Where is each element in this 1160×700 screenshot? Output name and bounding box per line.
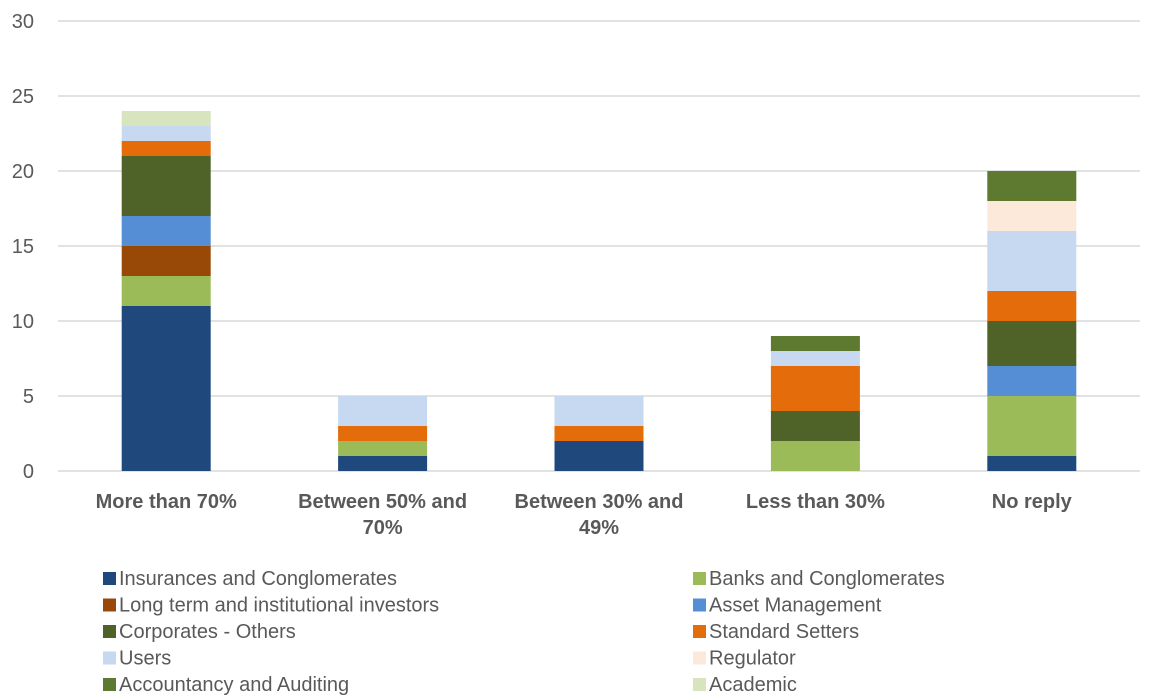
legend-item: Standard Setters [693,621,859,643]
bar-segment [121,156,211,216]
bar-segment [554,396,644,426]
legend-label: Long term and institutional investors [119,595,439,617]
legend-swatch [693,651,706,665]
legend-item: Banks and Conglomerates [693,568,945,590]
x-axis-labels: More than 70% Between 50% and 70% Between 3… [96,491,1073,539]
x-category-label: More than 70% [96,491,237,513]
x-category-label: Between 50% and 70% [298,491,467,539]
legend-item: Long term and institutional investors [103,595,439,617]
y-tick-label: 30 [12,11,34,33]
bar-segment [554,426,644,441]
legend-label: Asset Management [709,595,882,617]
legend-label: Academic [709,674,797,696]
bar-segment [121,216,211,246]
legend-swatch [103,598,116,612]
bars [121,111,1077,471]
x-category-label: No reply [992,491,1073,513]
legend-swatch [693,678,706,691]
legend-swatch [103,572,116,585]
bar-segment [987,291,1077,321]
bar-segment [770,411,860,441]
bar-segment [121,246,211,276]
y-tick-label: 10 [12,311,34,333]
x-category-label: Between 30% and 49% [515,491,684,539]
bar-segment [554,441,644,471]
bar-segment [987,456,1077,471]
y-axis-ticks: 0 5 10 15 20 25 30 [12,11,34,483]
legend-label: Accountancy and Auditing [119,674,349,696]
legend-item: Asset Management [693,595,882,617]
y-tick-label: 15 [12,236,34,258]
bar-segment [770,351,860,366]
legend-item: Insurances and Conglomerates [103,568,397,590]
legend-swatch [103,651,116,665]
bar-segment [770,366,860,411]
x-category-label: Less than 30% [746,491,885,513]
bar-segment [121,111,211,126]
bar-segment [987,321,1077,366]
legend-label: Regulator [709,648,796,670]
legend: Insurances and Conglomerates Banks and Co… [103,568,945,696]
bar-segment [770,441,860,471]
legend-swatch [693,572,706,585]
legend-label: Corporates - Others [119,621,296,643]
legend-item: Accountancy and Auditing [103,674,349,696]
legend-label: Banks and Conglomerates [709,568,945,590]
legend-item: Corporates - Others [103,621,296,643]
legend-swatch [103,678,116,691]
bar-segment [338,396,428,426]
bar-segment [338,441,428,456]
y-tick-label: 5 [23,386,34,408]
legend-swatch [693,598,706,612]
bar-segment [338,426,428,441]
bar-segment [121,306,211,471]
bar-segment [338,456,428,471]
bar-segment [987,396,1077,456]
bar-segment [121,141,211,156]
bar-segment [987,201,1077,231]
gridlines [58,20,1140,472]
y-tick-label: 0 [23,461,34,483]
legend-label: Users [119,648,171,670]
legend-swatch [693,625,706,638]
legend-item: Users [103,648,171,670]
legend-item: Academic [693,674,797,696]
y-tick-label: 20 [12,161,34,183]
bar-segment [987,171,1077,201]
y-tick-label: 25 [12,86,34,108]
bar-segment [987,231,1077,291]
bar-segment [770,336,860,351]
bar-segment [987,366,1077,396]
legend-label: Standard Setters [709,621,859,643]
bar-segment [121,126,211,141]
bar-segment [121,276,211,306]
legend-swatch [103,625,116,638]
legend-label: Insurances and Conglomerates [119,568,397,590]
legend-item: Regulator [693,648,796,670]
